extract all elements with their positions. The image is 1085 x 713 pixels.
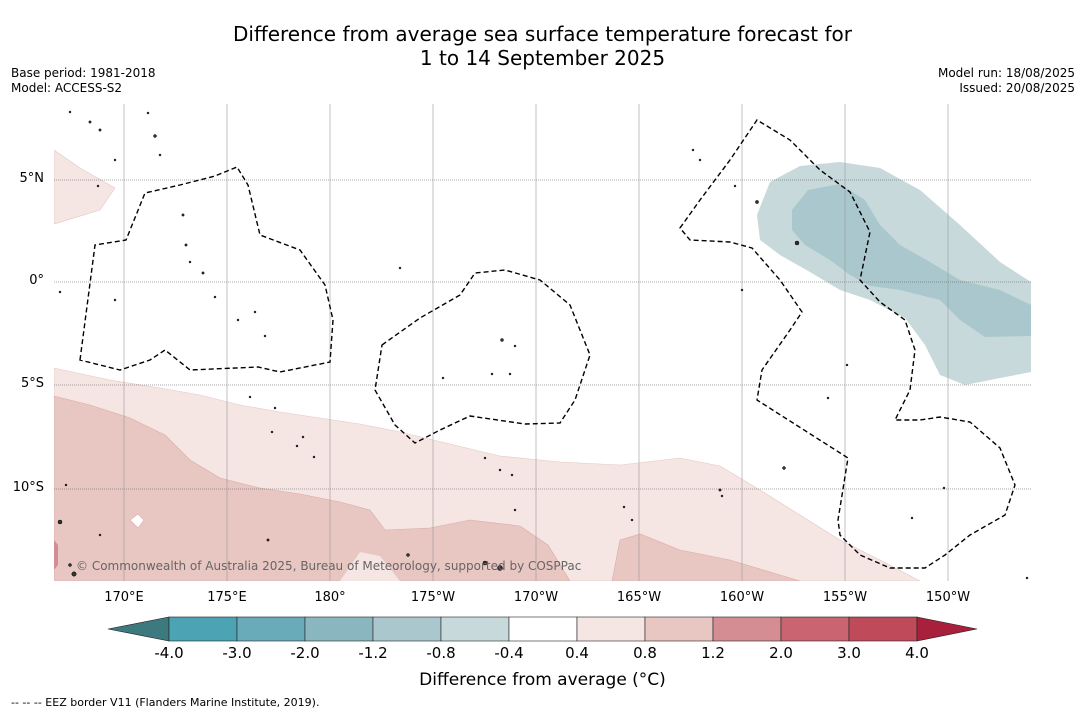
colorbar-tick: 0.4 [565,644,589,662]
lon-label-175w: 175°W [410,590,456,605]
lon-label-170w: 170°W [513,590,559,605]
warm-anomaly-medium-region [54,395,571,581]
colorbar-label: Difference from average (°C) [419,670,666,690]
lon-gridlines [123,104,949,581]
cool-anomaly-medium-region [792,184,1031,337]
map-title-line1: Difference from average sea surface temp… [232,22,852,46]
lon-label-175e: 175°E [207,590,247,605]
lon-label-160w: 160°W [719,590,765,605]
eez-border-line-islands [679,119,1016,569]
colorbar-tick: -2.0 [290,644,320,662]
colorbar-tick: 4.0 [905,644,929,662]
colorbar-tick: -3.0 [222,644,252,662]
colorbar-tick: 1.2 [701,644,725,662]
eez-border-kiribati-gilbert [79,166,334,373]
lon-label-165w: 165°W [616,590,662,605]
issued-text: Issued: 20/08/2025 [959,81,1075,95]
eez-borders [79,119,1016,569]
map-title-line2: 1 to 14 September 2025 [419,46,666,70]
eez-footnote: -- -- -- EEZ border V11 (Flanders Marine… [11,696,320,709]
colorbar-tick: -0.4 [494,644,524,662]
colorbar-tick: 0.8 [633,644,657,662]
colorbar-tick: -4.0 [154,644,184,662]
lat-label-0: 0° [29,273,44,288]
model-run-text: Model run: 18/08/2025 [937,66,1075,80]
colorbar-extend-high [916,616,978,642]
lon-label-155w: 155°W [822,590,868,605]
colorbar [107,616,978,642]
lat-gridlines [54,179,1031,490]
eez-border-central [374,269,591,444]
colorbar-tick: -0.8 [426,644,456,662]
warm-anomaly-north-patch [54,149,116,225]
lon-label-180: 180° [314,590,346,605]
base-period-text: Base period: 1981-2018 [11,66,156,80]
map-area [54,104,1031,581]
colorbar-tick: 2.0 [769,644,793,662]
warm-anomaly-medium-east-patch [611,533,801,581]
lat-label-5n: 5°N [19,171,45,186]
colorbar-extend-low [107,616,170,642]
lon-label-170e: 170°E [104,590,144,605]
colorbar-tick: -1.2 [358,644,388,662]
copyright-text: © Commonwealth of Australia 2025, Bureau… [76,559,582,573]
colorbar-tick: 3.0 [837,644,861,662]
lat-label-10s: 10°S [12,480,44,495]
islands [57,110,1029,580]
lat-label-5s: 5°S [20,376,44,391]
lon-label-150w: 150°W [925,590,971,605]
model-text: Model: ACCESS-S2 [11,81,123,95]
